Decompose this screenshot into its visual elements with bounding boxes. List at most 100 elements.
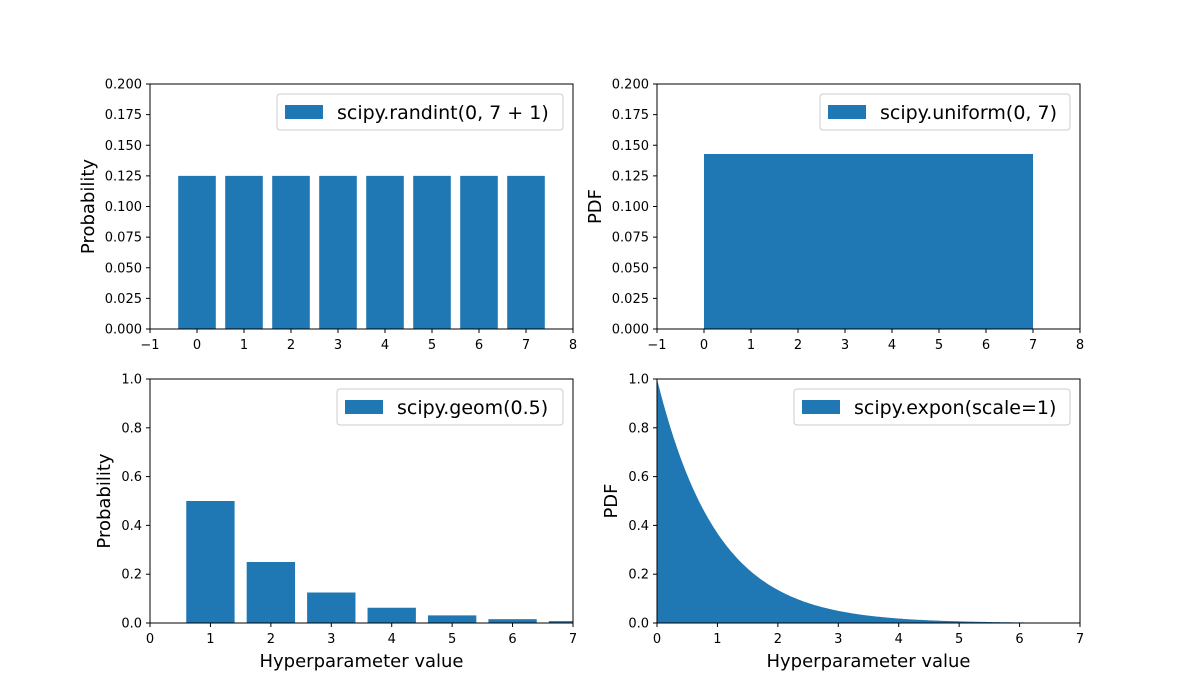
- bar-1: [186, 501, 235, 623]
- y-axis-label: Probability: [78, 159, 99, 254]
- bar-6: [488, 619, 537, 623]
- legend-swatch: [345, 400, 383, 414]
- bar-2: [225, 175, 263, 329]
- y-tick-label: 0.2: [628, 568, 649, 583]
- legend: scipy.expon(scale=1): [793, 388, 1071, 426]
- x-tick-label: 4: [888, 338, 896, 353]
- y-tick-label: 1.0: [628, 373, 649, 388]
- x-tick-label: 2: [267, 632, 275, 647]
- bar-4: [367, 607, 416, 623]
- y-tick-label: 0.150: [105, 139, 142, 154]
- x-tick-label: 3: [841, 338, 849, 353]
- x-tick-label: 1: [713, 632, 721, 647]
- y-tick-label: 0.050: [612, 261, 649, 276]
- bar-6: [413, 175, 451, 329]
- x-tick-label: 2: [774, 632, 782, 647]
- bar-3: [307, 592, 356, 623]
- y-tick-label: 0.100: [105, 200, 142, 215]
- y-tick-label: 0.8: [121, 421, 142, 436]
- x-tick-label: 1: [747, 338, 755, 353]
- x-axis-label: Hyperparameter value: [766, 651, 970, 672]
- y-tick-label: 0.200: [105, 78, 142, 93]
- y-tick-label: 0.8: [628, 421, 649, 436]
- x-tick-label: 0: [700, 338, 708, 353]
- x-tick-label: 0: [653, 632, 661, 647]
- y-tick-label: 1.0: [121, 373, 142, 388]
- x-tick-label: 4: [388, 632, 396, 647]
- bar-8: [507, 175, 545, 329]
- y-tick-label: 0.125: [105, 169, 142, 184]
- subplot-2: −1 0 1 2 3 4 5 6 7 8 0.000 0.025 0.050 0.075 0.100 0.12…: [585, 78, 1084, 354]
- x-tick-label: 1: [240, 338, 248, 353]
- x-tick-label: 6: [508, 632, 516, 647]
- y-tick-label: 0.2: [121, 568, 142, 583]
- y-tick-label: 0.125: [612, 169, 649, 184]
- legend-swatch: [828, 105, 866, 119]
- x-tick-label: 4: [895, 632, 903, 647]
- subplot-4: 0 1 2 3 4 5 6 7 0.0 0.2 0.4 0.6 0.8 1.0 PDF Hyperparame…: [601, 373, 1084, 673]
- legend-box: [819, 93, 1071, 131]
- legend-box: [336, 388, 564, 426]
- x-tick-label: 0: [193, 338, 201, 353]
- x-tick-label: 6: [982, 338, 990, 353]
- x-tick-label: 7: [1029, 338, 1037, 353]
- x-tick-label: 3: [327, 632, 335, 647]
- y-tick-label: 0.4: [628, 519, 649, 534]
- x-tick-label: 1: [206, 632, 214, 647]
- x-tick-label: 3: [834, 632, 842, 647]
- y-tick-label: 0.075: [612, 231, 649, 246]
- axes-frame: [149, 378, 574, 624]
- y-tick-label: 0.0: [628, 617, 649, 632]
- x-tick-label: 8: [1076, 338, 1084, 353]
- y-tick-label: 0.175: [105, 108, 142, 123]
- y-tick-label: 0.200: [612, 78, 649, 93]
- y-tick-label: 0.150: [612, 139, 649, 154]
- bar-2: [246, 562, 296, 623]
- y-tick-label: 0.075: [105, 231, 142, 246]
- y-tick-label: 0.050: [105, 261, 142, 276]
- y-axis-label: PDF: [601, 483, 622, 518]
- x-axis-label: Hyperparameter value: [259, 651, 463, 672]
- x-tick-label: 0: [146, 632, 154, 647]
- y-tick-label: 0.100: [612, 200, 649, 215]
- x-tick-label: −1: [140, 338, 159, 353]
- x-tick-label: 3: [334, 338, 342, 353]
- y-tick-label: 0.4: [121, 519, 142, 534]
- x-tick-label: 7: [1076, 632, 1084, 647]
- bar-5: [366, 175, 404, 329]
- x-tick-label: 5: [448, 632, 456, 647]
- bar-3: [272, 175, 310, 329]
- x-tick-label: 6: [475, 338, 483, 353]
- x-tick-label: 2: [287, 338, 295, 353]
- legend-label: scipy.uniform(0, 7): [880, 102, 1057, 124]
- x-tick-label: 6: [1015, 632, 1023, 647]
- x-tick-label: −1: [647, 338, 666, 353]
- bar-1: [178, 175, 216, 329]
- legend: scipy.uniform(0, 7): [819, 93, 1071, 131]
- bar-7: [460, 175, 498, 329]
- y-tick-label: 0.0: [121, 617, 142, 632]
- x-tick-label: 8: [569, 338, 577, 353]
- legend-box: [276, 93, 564, 131]
- y-tick-label: 0.025: [612, 292, 649, 307]
- legend-swatch: [802, 400, 840, 414]
- x-tick-label: 7: [522, 338, 530, 353]
- legend-label: scipy.randint(0, 7 + 1): [337, 102, 549, 124]
- y-tick-label: 0.025: [105, 292, 142, 307]
- area-fill: [704, 154, 1033, 329]
- bar-4: [319, 175, 357, 329]
- x-tick-label: 4: [381, 338, 389, 353]
- x-tick-label: 5: [955, 632, 963, 647]
- y-axis-label: Probability: [94, 453, 115, 548]
- x-tick-label: 5: [935, 338, 943, 353]
- x-tick-label: 5: [428, 338, 436, 353]
- legend-label: scipy.geom(0.5): [397, 397, 548, 419]
- x-tick-label: 2: [794, 338, 802, 353]
- y-tick-label: 0.000: [105, 323, 142, 338]
- y-tick-label: 0.6: [628, 470, 649, 485]
- subplot-1: −1 0 1 2 3 4 5 6 7 8 0.000 0.025 0.050 0.075 0.100 0.12…: [78, 78, 577, 354]
- legend-label: scipy.expon(scale=1): [854, 397, 1056, 419]
- subplot-3: 0 1 2 3 4 5 6 7 0.0 0.2 0.4 0.6 0.8 1.0 Probability Hyp…: [94, 373, 577, 673]
- bar-5: [427, 615, 477, 623]
